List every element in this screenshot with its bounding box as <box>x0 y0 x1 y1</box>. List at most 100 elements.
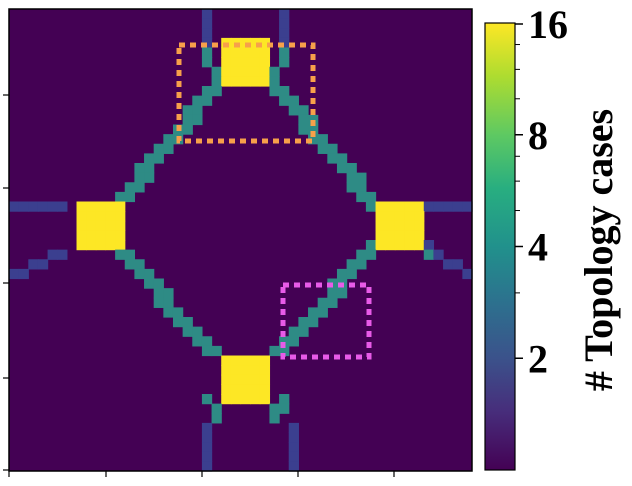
heatmap-cell <box>308 114 319 126</box>
heatmap-cell <box>221 355 232 366</box>
heatmap-cell <box>144 278 155 289</box>
heatmap-cell <box>346 259 357 270</box>
heatmap-cell <box>414 230 425 241</box>
heatmap-cell <box>269 403 280 414</box>
heatmap-cell <box>288 451 299 462</box>
heatmap-cell <box>327 143 338 154</box>
heatmap-cell <box>182 114 193 126</box>
heatmap-cell <box>404 211 415 222</box>
magenta-box <box>280 282 372 360</box>
heatmap-cell <box>95 211 107 222</box>
heatmap-cell <box>336 163 348 174</box>
heatmap-cell <box>240 47 251 58</box>
heatmap-cell <box>356 182 367 193</box>
heatmap-cell <box>163 143 174 154</box>
heatmap-cell <box>259 355 271 366</box>
heatmap-cell <box>76 201 87 212</box>
heatmap-cell <box>105 201 116 212</box>
heatmap-cell <box>230 66 242 77</box>
heatmap-cell <box>230 47 242 58</box>
heatmap-cell <box>279 336 290 347</box>
heatmap-cell <box>201 461 213 472</box>
heatmap-cell <box>452 259 463 270</box>
heatmap-cell <box>201 345 213 357</box>
heatmap-cell <box>201 432 213 443</box>
heatmap-cell <box>259 76 271 87</box>
heatmap-cell <box>211 66 222 77</box>
heatmap-cell <box>336 268 348 280</box>
heatmap-cell <box>192 105 203 116</box>
heatmap-cell <box>250 57 261 68</box>
heatmap-cell <box>259 47 271 58</box>
heatmap-cell <box>221 394 232 405</box>
heatmap-cell <box>221 57 232 68</box>
heatmap-cell <box>375 211 386 222</box>
heatmap-cell <box>279 394 290 405</box>
heatmap-cell <box>115 240 126 251</box>
heatmap-cell <box>221 374 232 385</box>
heatmap-cell <box>385 201 396 212</box>
highlight-boxes <box>176 42 372 360</box>
heatmap-cell <box>230 384 242 395</box>
heatmap-cell <box>250 355 261 366</box>
heatmap-cell <box>240 76 251 87</box>
heatmap-cell <box>28 259 39 270</box>
heatmap-cell <box>317 134 328 145</box>
heatmap-cell <box>201 37 213 49</box>
heatmap-cell <box>404 240 415 251</box>
heatmap-cell <box>375 220 386 231</box>
heatmap-cell <box>95 201 107 212</box>
heatmap-cell <box>279 57 290 68</box>
heatmap-cell <box>298 317 309 328</box>
heatmap-cell <box>288 95 299 106</box>
heatmap-cell <box>76 230 87 241</box>
heatmap-cell <box>250 365 261 376</box>
heatmap-cell <box>443 259 454 270</box>
heatmap-cell <box>57 249 68 260</box>
heatmap-cell <box>240 374 251 385</box>
heatmap-cell <box>308 134 319 145</box>
heatmap-cell <box>124 182 135 193</box>
heatmap-cell <box>201 86 213 97</box>
heatmap-cell <box>124 191 135 203</box>
heatmap-cell <box>365 240 377 251</box>
heatmap-cell <box>115 191 126 203</box>
heatmap-cell <box>95 230 107 241</box>
heatmap-cell <box>172 317 184 328</box>
colorbar-tick-label: 4 <box>528 225 548 270</box>
heatmap-cell <box>279 86 290 97</box>
heatmap-cell <box>192 326 203 337</box>
heatmap-cell <box>259 394 271 405</box>
heatmap-cell <box>163 134 174 145</box>
orange-box <box>176 42 316 144</box>
heatmap-cell <box>134 163 145 174</box>
heatmap-cell <box>28 201 39 212</box>
heatmap-cell <box>153 153 164 164</box>
heatmap-cell <box>336 288 348 299</box>
heatmap-cell <box>211 345 222 357</box>
heatmap-cell <box>250 47 261 58</box>
heatmap-cell <box>134 259 145 270</box>
heatmap-cell <box>356 259 367 270</box>
heatmap-cell <box>346 172 357 183</box>
heatmap-cell <box>240 394 251 405</box>
heatmap-cell <box>115 220 126 231</box>
heatmap-cell <box>414 201 425 212</box>
heatmap-cell <box>134 172 145 183</box>
heatmap-cell <box>86 220 97 231</box>
x-ticks <box>8 471 395 477</box>
heatmap-cell <box>201 28 213 39</box>
heatmap-cell <box>230 76 242 87</box>
heatmap-cell <box>86 201 97 212</box>
heatmap-cell <box>95 220 107 231</box>
heatmap-cell <box>288 336 299 347</box>
heatmap-cell <box>394 211 406 222</box>
heatmap-cell <box>201 394 213 405</box>
heatmap-cell <box>221 47 232 58</box>
heatmap-cell <box>288 422 299 434</box>
colorbar-tick-label: 8 <box>528 113 548 158</box>
heatmap-cell <box>124 259 135 270</box>
heatmap-cell <box>76 220 87 231</box>
heatmap-cell <box>201 451 213 462</box>
